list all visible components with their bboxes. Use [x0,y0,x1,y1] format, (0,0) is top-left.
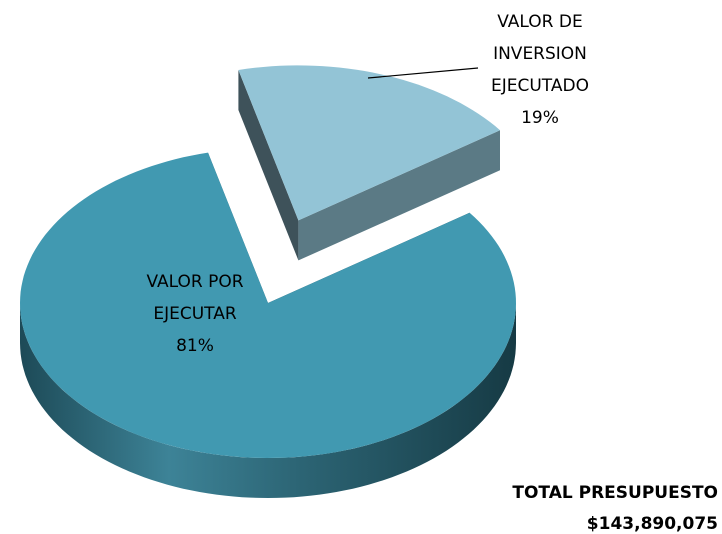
annotation: $143,890,075 [586,514,718,534]
slice [20,152,516,458]
leader-line [367,67,479,79]
slice-side [20,303,516,498]
category-label: VALOR DE INVERSION EJECUTADO [491,12,589,96]
slice-edge [238,70,299,261]
slice [238,65,500,221]
value-label: 19% [521,108,559,128]
slice-label: VALOR POR EJECUTAR 81% [115,266,275,362]
slice-edge [298,130,500,261]
slice-label: VALOR DE INVERSION EJECUTADO 19% [450,6,630,134]
value-label: 81% [176,336,214,356]
category-label: VALOR POR EJECUTAR [146,272,244,324]
annotation: TOTAL PRESUPUESTO [512,483,718,503]
